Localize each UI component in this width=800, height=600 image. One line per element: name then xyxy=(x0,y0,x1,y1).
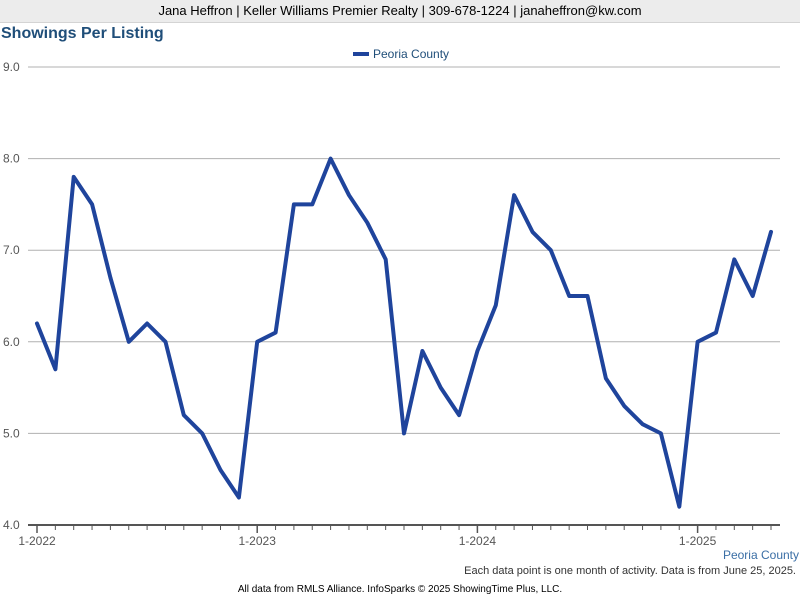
y-tick-label: 5.0 xyxy=(3,426,20,440)
y-tick-label: 7.0 xyxy=(3,243,20,257)
legend-label: Peoria County xyxy=(373,47,450,61)
y-tick-label: 8.0 xyxy=(3,152,20,166)
chart-title: Showings Per Listing xyxy=(1,25,164,42)
header-contact-bar: Jana Heffron | Keller Williams Premier R… xyxy=(0,0,800,23)
x-tick-label: 1-2022 xyxy=(18,534,56,548)
x-tick-label: 1-2024 xyxy=(459,534,497,548)
footer-credit: All data from RMLS Alliance. InfoSparks … xyxy=(237,584,563,595)
chart-legend[interactable]: Peoria County xyxy=(353,46,449,62)
series-line-peoria-county xyxy=(35,156,773,509)
contact-line: Jana Heffron | Keller Williams Premier R… xyxy=(158,3,642,18)
y-tick-label: 6.0 xyxy=(3,335,20,349)
x-tick-label: 1-2023 xyxy=(239,534,277,548)
region-label: Peoria County xyxy=(722,548,799,562)
legend-swatch xyxy=(353,52,369,56)
x-tick-label: 1-2025 xyxy=(679,534,717,548)
data-note: Each data point is one month of activity… xyxy=(464,565,796,577)
y-tick-label: 9.0 xyxy=(3,60,20,74)
y-tick-label: 4.0 xyxy=(3,518,20,532)
